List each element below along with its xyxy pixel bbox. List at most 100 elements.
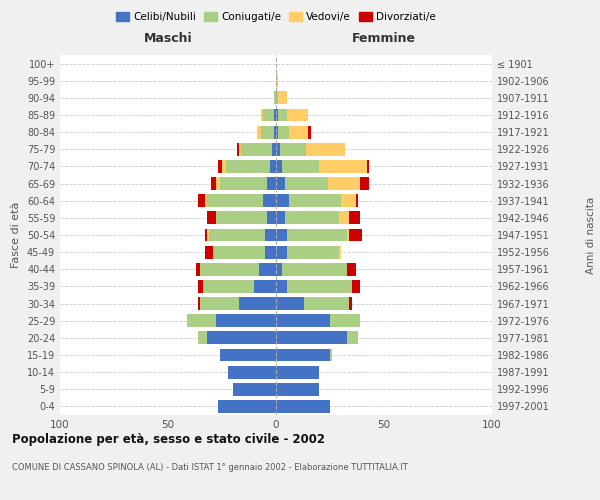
Bar xyxy=(263,108,274,122)
Bar xyxy=(338,246,341,258)
Bar xyxy=(328,177,360,190)
Bar xyxy=(276,126,278,138)
Bar xyxy=(200,297,239,310)
Bar xyxy=(289,126,308,138)
Bar xyxy=(254,280,276,293)
Bar xyxy=(215,177,220,190)
Bar xyxy=(360,177,369,190)
Bar xyxy=(198,280,203,293)
Bar xyxy=(276,160,283,173)
Bar xyxy=(215,314,276,327)
Bar xyxy=(276,92,278,104)
Bar xyxy=(205,246,214,258)
Bar xyxy=(220,177,268,190)
Bar xyxy=(237,143,239,156)
Bar xyxy=(330,348,332,362)
Bar xyxy=(222,160,226,173)
Bar xyxy=(200,263,259,276)
Bar xyxy=(229,366,276,378)
Bar xyxy=(308,126,311,138)
Bar xyxy=(207,212,215,224)
Bar xyxy=(276,332,347,344)
Bar xyxy=(209,228,265,241)
Bar xyxy=(287,246,338,258)
Legend: Celibi/Nubili, Coniugati/e, Vedovi/e, Divorziati/e: Celibi/Nubili, Coniugati/e, Vedovi/e, Di… xyxy=(112,8,440,26)
Bar xyxy=(349,228,362,241)
Bar xyxy=(218,160,222,173)
Bar xyxy=(287,228,347,241)
Bar xyxy=(261,126,274,138)
Bar xyxy=(319,160,367,173)
Bar xyxy=(276,263,283,276)
Bar xyxy=(330,314,360,327)
Bar xyxy=(276,297,304,310)
Bar xyxy=(276,74,278,87)
Bar xyxy=(278,108,287,122)
Bar xyxy=(276,177,284,190)
Text: Anni di nascita: Anni di nascita xyxy=(586,196,596,274)
Bar xyxy=(289,194,341,207)
Bar xyxy=(276,212,284,224)
Bar xyxy=(347,332,358,344)
Bar xyxy=(276,108,278,122)
Bar xyxy=(205,194,207,207)
Bar xyxy=(347,228,349,241)
Bar xyxy=(306,143,345,156)
Bar xyxy=(347,263,356,276)
Bar xyxy=(274,108,276,122)
Bar xyxy=(198,297,200,310)
Bar xyxy=(349,212,360,224)
Bar xyxy=(239,297,276,310)
Bar xyxy=(287,280,352,293)
Bar xyxy=(367,160,369,173)
Bar xyxy=(187,314,215,327)
Bar xyxy=(198,332,207,344)
Bar xyxy=(226,160,269,173)
Bar xyxy=(196,263,200,276)
Bar xyxy=(259,263,276,276)
Bar xyxy=(214,246,265,258)
Bar xyxy=(276,400,330,413)
Bar xyxy=(198,194,205,207)
Bar xyxy=(276,383,319,396)
Bar xyxy=(205,228,207,241)
Bar xyxy=(268,212,276,224)
Bar xyxy=(283,263,347,276)
Bar xyxy=(220,348,276,362)
Bar xyxy=(268,177,276,190)
Bar xyxy=(207,332,276,344)
Bar xyxy=(352,280,360,293)
Bar xyxy=(278,126,289,138)
Bar xyxy=(276,246,287,258)
Text: Femmine: Femmine xyxy=(352,32,416,44)
Bar xyxy=(215,212,268,224)
Bar xyxy=(276,366,319,378)
Bar xyxy=(274,92,276,104)
Bar xyxy=(284,177,328,190)
Text: COMUNE DI CASSANO SPINOLA (AL) - Dati ISTAT 1° gennaio 2002 - Elaborazione TUTTI: COMUNE DI CASSANO SPINOLA (AL) - Dati IS… xyxy=(12,462,408,471)
Bar xyxy=(304,297,349,310)
Bar xyxy=(276,280,287,293)
Bar xyxy=(265,228,276,241)
Bar xyxy=(283,160,319,173)
Bar xyxy=(276,194,289,207)
Bar xyxy=(207,194,263,207)
Bar xyxy=(280,143,306,156)
Text: Maschi: Maschi xyxy=(143,32,193,44)
Bar xyxy=(287,108,308,122)
Text: Popolazione per età, sesso e stato civile - 2002: Popolazione per età, sesso e stato civil… xyxy=(12,432,325,446)
Bar xyxy=(274,126,276,138)
Bar xyxy=(284,212,338,224)
Bar xyxy=(263,194,276,207)
Bar xyxy=(341,194,356,207)
Bar xyxy=(276,314,330,327)
Bar xyxy=(203,280,254,293)
Bar xyxy=(211,177,215,190)
Bar xyxy=(269,160,276,173)
Bar xyxy=(276,348,330,362)
Bar xyxy=(241,143,272,156)
Bar xyxy=(276,228,287,241)
Y-axis label: Fasce di età: Fasce di età xyxy=(11,202,21,268)
Bar xyxy=(276,143,280,156)
Bar xyxy=(349,297,352,310)
